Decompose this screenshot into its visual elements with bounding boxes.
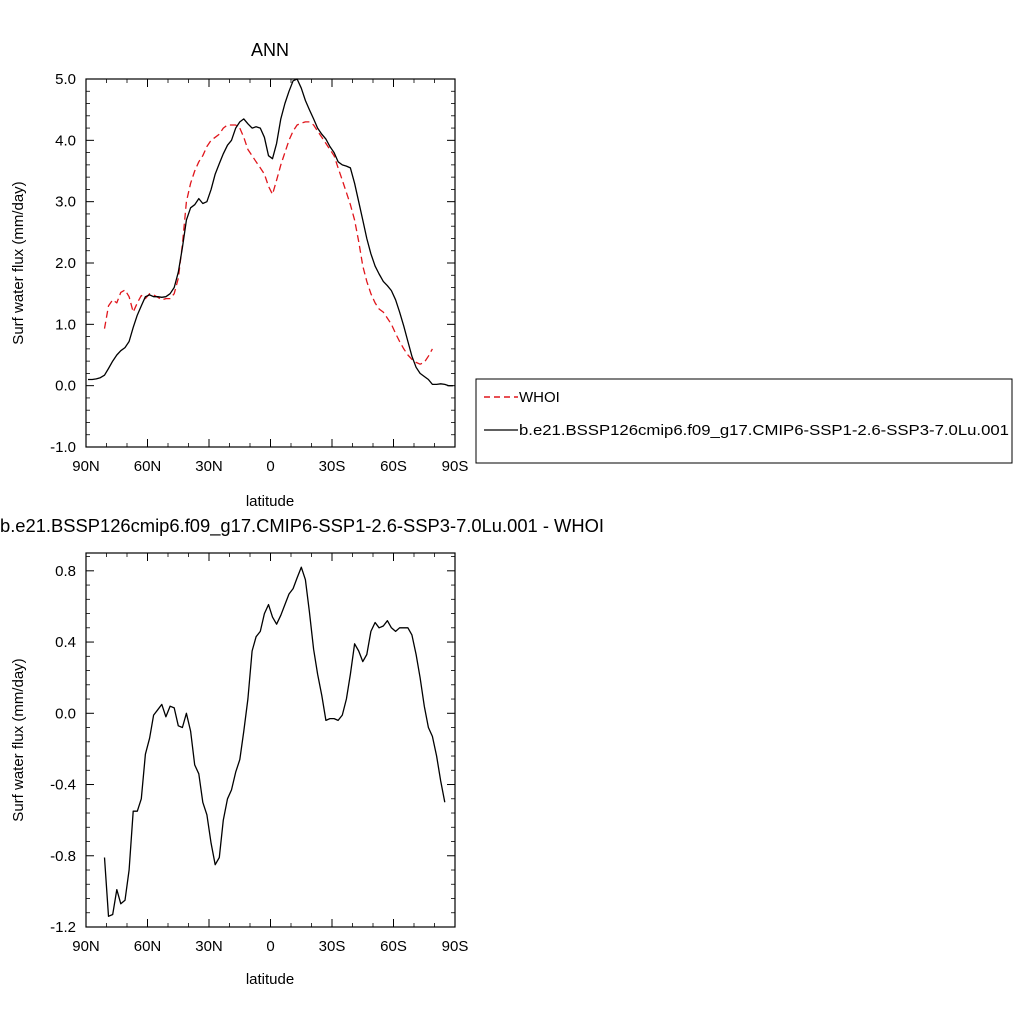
top-y-axis-label: Surf water flux (mm/day)	[10, 181, 27, 344]
legend: WHOI b.e21.BSSP126cmip6.f09_g17.CMIP6-SS…	[475, 378, 1013, 464]
bottom-x-tick-label: 90N	[72, 938, 100, 955]
bottom-y-tick-label: 0.8	[55, 563, 76, 580]
bottom-x-tick-label: 60N	[134, 938, 162, 955]
top-x-tick-label: 30N	[195, 458, 223, 475]
top-panel: ANN 90N 60N 30N 0 30S 60S 90S -1.0 0.0 1.0 2.0 3.0 4…	[10, 40, 468, 510]
top-x-axis-label: latitude	[246, 493, 294, 510]
bottom-chart-title: b.e21.BSSP126cmip6.f09_g17.CMIP6-SSP1-2.…	[0, 516, 604, 537]
top-y-tick-label: 2.0	[55, 255, 76, 272]
top-y-tick-label: 5.0	[55, 71, 76, 88]
bottom-y-tick-label: -0.8	[50, 848, 76, 865]
bottom-ticks: 90N 60N 30N 0 30S 60S 90S -1.2 -0.8 -0.4 0.0 0.4 0.8	[50, 553, 468, 955]
bottom-y-tick-label: 0.4	[55, 634, 76, 651]
bottom-x-tick-label: 30N	[195, 938, 223, 955]
top-series-line-whoi	[103, 121, 433, 365]
legend-whoi-label: WHOI	[519, 389, 560, 406]
top-ticks: 90N 60N 30N 0 30S 60S 90S -1.0 0.0 1.0 2.0 3.0 4.0 5.…	[50, 71, 468, 475]
top-x-tick-label: 0	[266, 458, 274, 475]
top-x-tick-label: 60S	[380, 458, 407, 475]
top-x-tick-label: 90N	[72, 458, 100, 475]
top-y-tick-label: 0.0	[55, 378, 76, 395]
top-series-line-model	[88, 78, 453, 387]
bottom-x-tick-label: 90S	[442, 938, 469, 955]
top-plot-frame	[85, 78, 456, 448]
top-y-tick-label: -1.0	[50, 439, 76, 456]
legend-box	[475, 378, 1013, 464]
top-y-tick-label: 4.0	[55, 132, 76, 149]
top-x-tick-label: 30S	[319, 458, 346, 475]
bottom-x-axis-label: latitude	[246, 971, 294, 988]
bottom-series-line-difference	[103, 566, 446, 917]
bottom-y-axis-label: Surf water flux (mm/day)	[10, 658, 27, 821]
top-y-tick-label: 1.0	[55, 316, 76, 333]
bottom-y-tick-label: 0.0	[55, 705, 76, 722]
bottom-x-tick-label: 30S	[319, 938, 346, 955]
bottom-panel: b.e21.BSSP126cmip6.f09_g17.CMIP6-SSP1-2.…	[0, 516, 604, 988]
bottom-x-tick-label: 0	[266, 938, 274, 955]
legend-model-label: b.e21.BSSP126cmip6.f09_g17.CMIP6-SSP1-2.…	[519, 422, 1009, 439]
top-series	[88, 78, 453, 387]
top-x-tick-label: 90S	[442, 458, 469, 475]
bottom-y-tick-label: -1.2	[50, 919, 76, 936]
top-chart-title: ANN	[251, 40, 289, 60]
top-x-tick-label: 60N	[134, 458, 162, 475]
bottom-y-tick-label: -0.4	[50, 777, 76, 794]
bottom-x-tick-label: 60S	[380, 938, 407, 955]
bottom-series	[103, 566, 446, 917]
top-y-tick-label: 3.0	[55, 194, 76, 211]
